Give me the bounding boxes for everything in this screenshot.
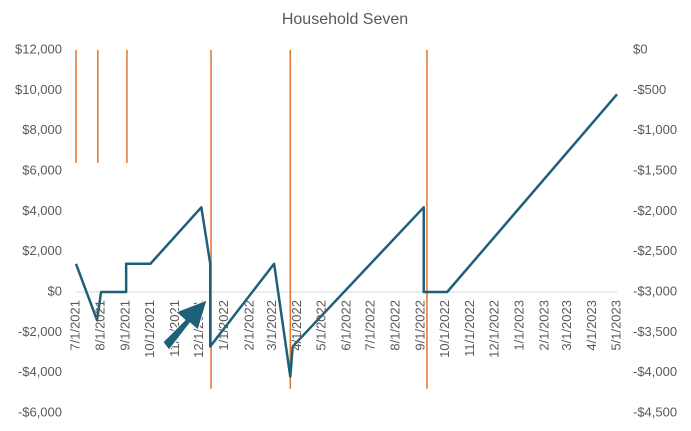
x-tick-label: 6/1/2022	[338, 300, 353, 351]
x-tick-label: 9/1/2022	[413, 300, 428, 351]
y2-tick-label: -$1,000	[633, 122, 677, 137]
y2-tick-label: -$3,500	[633, 324, 677, 339]
y-tick-label: -$6,000	[18, 404, 62, 419]
x-tick-label: 4/1/2023	[584, 300, 599, 351]
x-tick-label: 8/1/2022	[388, 300, 403, 351]
plot	[74, 50, 618, 389]
x-tick-label: 10/1/2022	[437, 300, 452, 358]
x-tick-label: 1/1/2022	[216, 300, 231, 351]
y-tick-label: $10,000	[15, 82, 62, 97]
x-tick-label: 7/1/2022	[363, 300, 378, 351]
y-tick-label: $4,000	[22, 203, 62, 218]
x-tick-label: 2/1/2022	[241, 300, 256, 351]
y-tick-label: $2,000	[22, 243, 62, 258]
y2-tick-label: -$2,000	[633, 203, 677, 218]
x-tick-label: 3/1/2023	[559, 300, 574, 351]
x-tick-label: 7/1/2021	[67, 300, 82, 351]
y2-tick-label: -$500	[633, 82, 666, 97]
y2-tick-label: -$2,500	[633, 243, 677, 258]
bar	[289, 50, 292, 389]
x-tick-label: 5/1/2022	[313, 300, 328, 351]
x-tick-label: 5/1/2023	[608, 300, 623, 351]
arrow-annotation	[162, 299, 208, 351]
bar	[210, 50, 212, 389]
line-series	[74, 93, 618, 378]
y2-tick-label: -$4,000	[633, 364, 677, 379]
x-tick-label: 12/1/2022	[486, 300, 501, 358]
y-tick-label: $0	[48, 283, 62, 298]
y2-tick-label: -$1,500	[633, 162, 677, 177]
x-tick-label: 11/1/2022	[462, 300, 477, 357]
y-tick-label: $8,000	[22, 122, 62, 137]
x-tick-label: 4/1/2022	[289, 300, 304, 351]
y-tick-label: -$4,000	[18, 364, 62, 379]
bar	[75, 50, 77, 163]
x-tick-label: 1/1/2023	[511, 300, 526, 351]
y2-tick-label: -$4,500	[633, 404, 677, 419]
bar	[97, 50, 99, 163]
bar	[426, 50, 428, 389]
x-tick-label: 9/1/2021	[118, 300, 133, 351]
y2-tick-label: $0	[633, 41, 647, 56]
x-tick-label: 3/1/2022	[264, 300, 279, 351]
y-tick-label: -$2,000	[18, 324, 62, 339]
bar	[126, 50, 128, 163]
x-tick-label: 8/1/2021	[93, 300, 108, 351]
y-tick-label: $6,000	[22, 162, 62, 177]
chart-title: Household Seven	[282, 11, 408, 28]
y-tick-label: $12,000	[15, 41, 62, 56]
x-tick-label: 2/1/2023	[536, 300, 551, 351]
x-tick-label: 10/1/2021	[142, 300, 157, 358]
y2-tick-label: -$3,000	[633, 283, 677, 298]
